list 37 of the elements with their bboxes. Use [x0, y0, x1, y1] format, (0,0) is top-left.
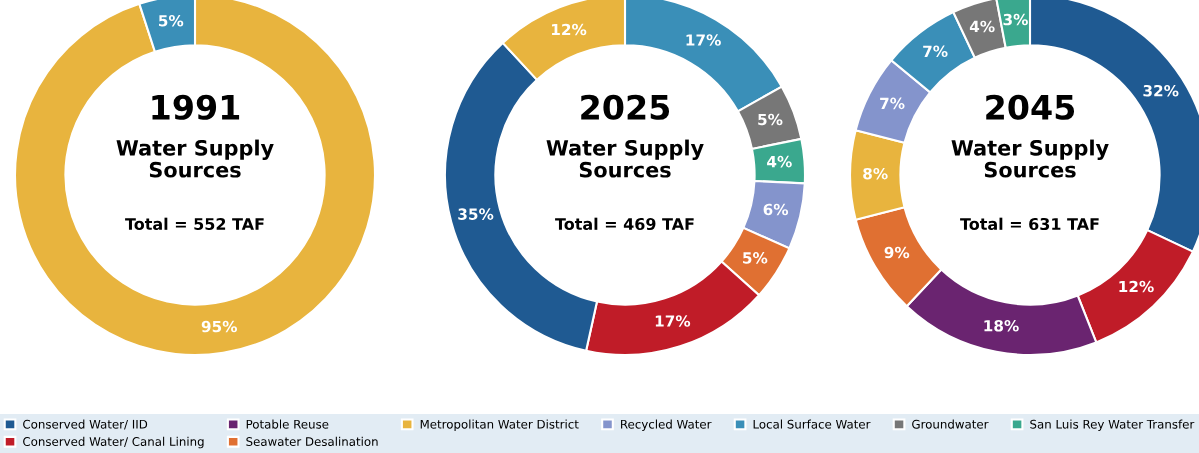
text: Water Supply Sources [546, 139, 704, 178]
data-label: 35% [458, 208, 494, 220]
data-label: 4% [767, 155, 792, 168]
data-label: 7% [880, 97, 905, 110]
text: 2025 [581, 94, 670, 120]
data-label: 5% [158, 14, 184, 27]
data-label: 12% [1119, 280, 1154, 293]
text: 1991 [152, 94, 240, 120]
data-label: 17% [655, 315, 691, 327]
data-label: 32% [1143, 84, 1179, 97]
data-label: 5% [758, 113, 783, 126]
data-label: 9% [884, 246, 910, 259]
data-label: 12% [551, 23, 587, 36]
text: Water Supply Sources [951, 139, 1109, 178]
text: Total = 552 TAF [125, 217, 264, 231]
data-label: 95% [201, 320, 238, 333]
legend-label: Metropolitan Water District [420, 419, 579, 431]
legend-label: Seawater Desalination [246, 436, 378, 446]
data-label: 7% [923, 45, 948, 58]
legend-label: Groundwater [912, 419, 989, 429]
text: Water Supply Sources [116, 139, 274, 178]
legend-label: Local Surface Water [753, 419, 871, 429]
legend-label: Conserved Water/ Canal Lining [23, 436, 204, 449]
text: Total = 469 TAF [555, 217, 694, 231]
legend-label: Potable Reuse [246, 419, 329, 429]
data-label: 17% [686, 34, 721, 46]
data-label: 4% [969, 20, 995, 33]
data-label: 8% [863, 167, 888, 180]
legend-label: Conserved Water/ IID [23, 419, 148, 430]
legend-label: San Luis Rey Water Transfer [1030, 419, 1195, 431]
data-label: 18% [984, 319, 1019, 332]
data-label: 5% [743, 252, 768, 264]
data-label: 3% [1003, 13, 1028, 26]
data-label: 6% [763, 203, 789, 216]
legend-label: Recycled Water [621, 419, 712, 431]
text: 2045 [986, 94, 1075, 120]
text: Total = 631 TAF [960, 217, 1099, 231]
